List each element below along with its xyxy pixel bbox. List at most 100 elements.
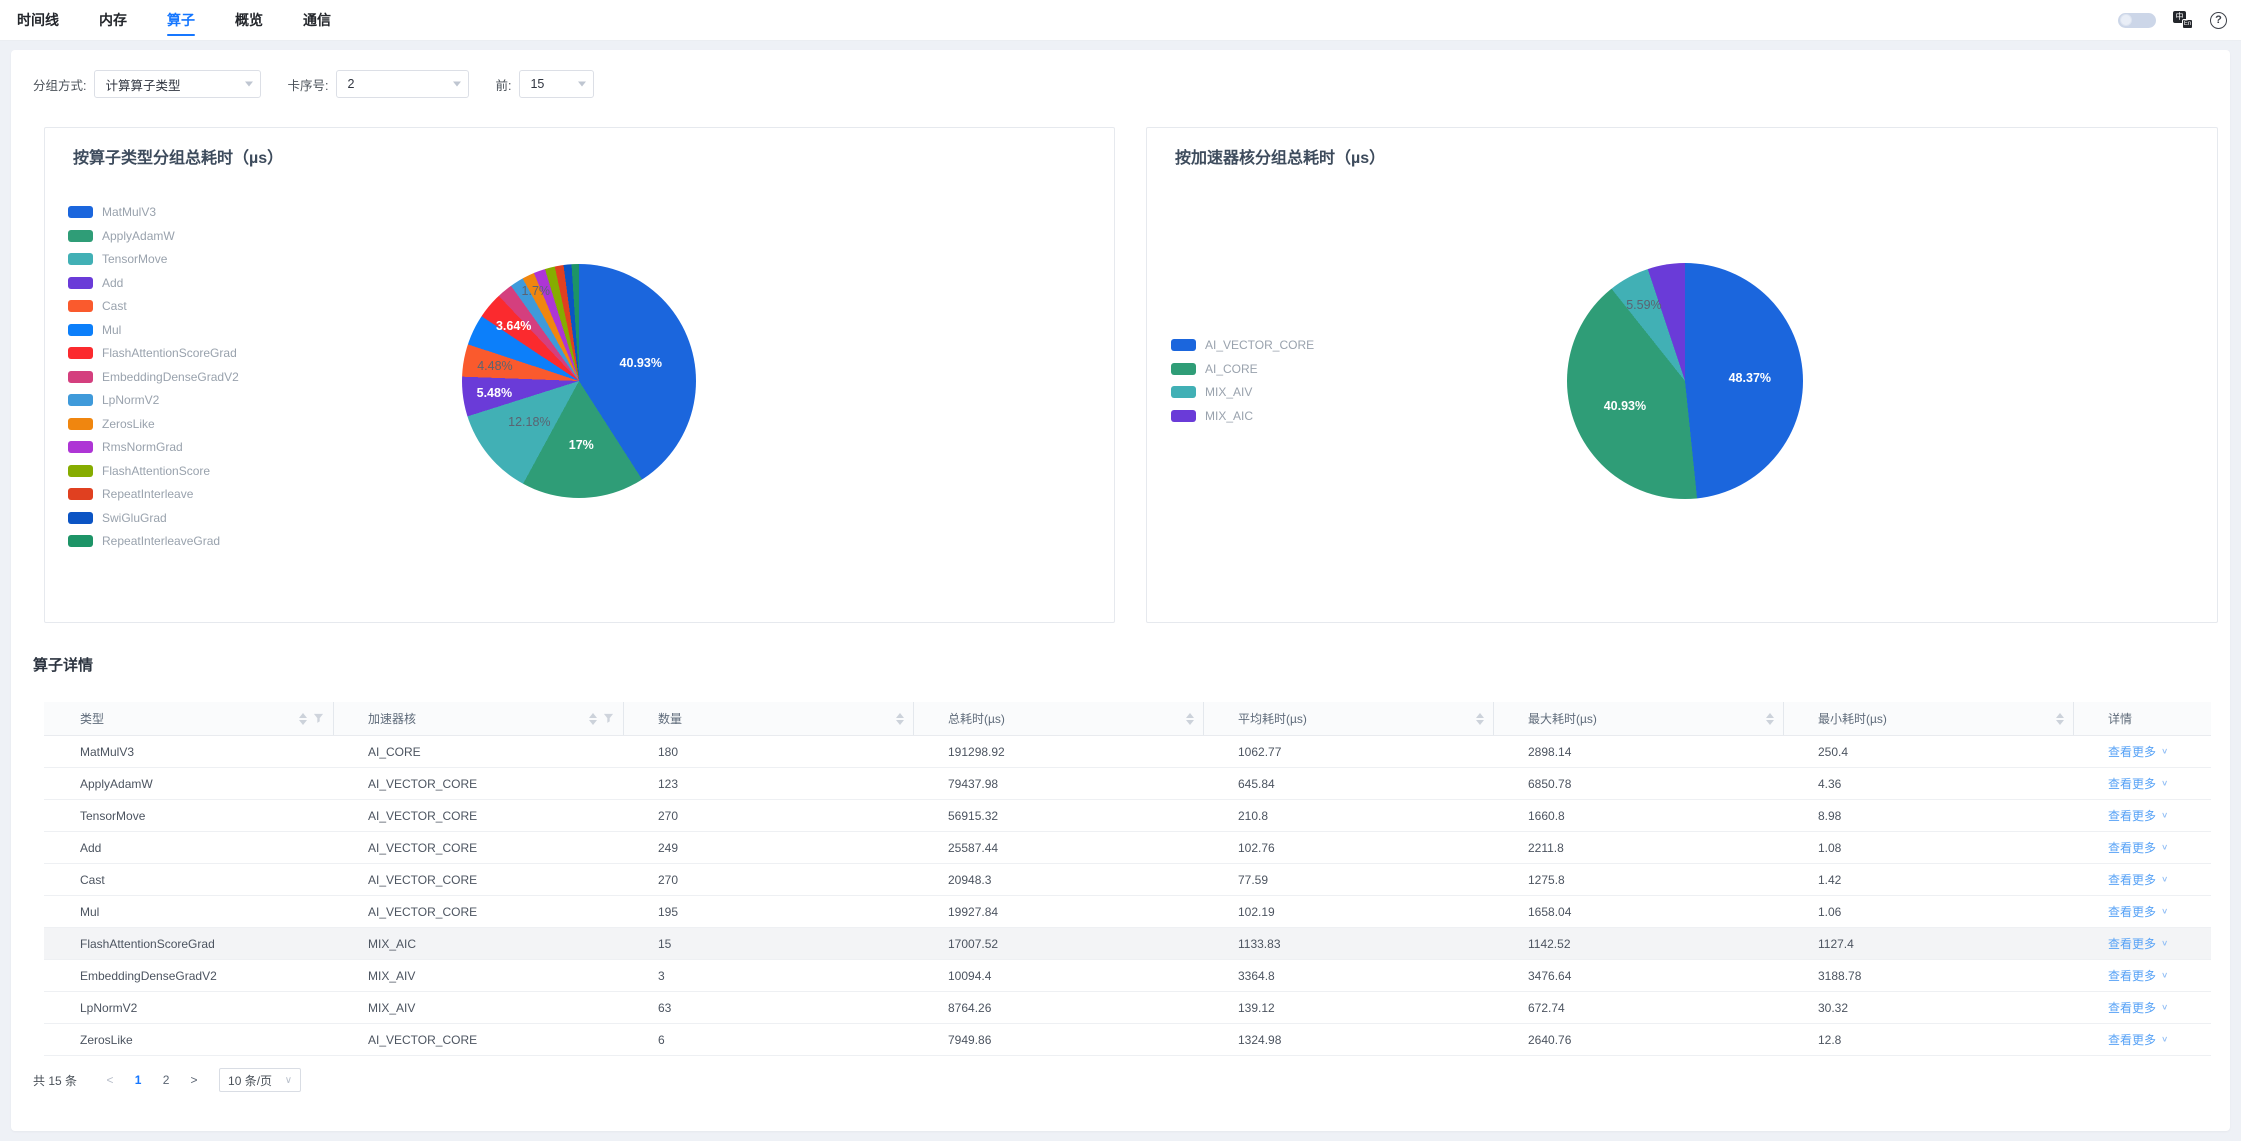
legend-item-AI_VECTOR_CORE[interactable]: AI_VECTOR_CORE (1171, 338, 1315, 352)
table-cell: 2898.14 (1528, 744, 1572, 759)
help-icon[interactable]: ? (2210, 11, 2227, 29)
sort-icon[interactable] (1476, 712, 1484, 725)
table-cell: 79437.98 (948, 776, 999, 791)
sort-icon[interactable] (2056, 712, 2064, 725)
sort-icon[interactable] (589, 712, 597, 725)
pagination-next-icon[interactable]: > (190, 1073, 198, 1087)
legend-label: RmsNormGrad (102, 440, 183, 454)
table-row: ZerosLike AI_VECTOR_CORE 6 7949.86 1324.98 26… (44, 1024, 2211, 1056)
sort-asc-icon (299, 712, 307, 718)
legend-item-RepeatInterleaveGrad[interactable]: RepeatInterleaveGrad (68, 534, 239, 548)
legend-item-Add[interactable]: Add (68, 276, 239, 290)
legend-label: AI_VECTOR_CORE (1205, 338, 1315, 352)
legend-item-TensorMove[interactable]: TensorMove (68, 252, 239, 266)
sort-desc-icon (1476, 719, 1484, 725)
table-cell-detail: 查看更多 ∨ (2074, 768, 2211, 799)
filter-icon[interactable] (603, 713, 614, 724)
theme-toggle[interactable] (2118, 12, 2156, 28)
legend-item-FlashAttentionScore[interactable]: FlashAttentionScore (68, 464, 239, 478)
legend-swatch (68, 464, 93, 477)
table-header-row: 类型 加速器核 数量 总耗时(µs) 平均耗时(µs) 最大耗时(µs) 最小耗时(µs) 详… (44, 702, 2211, 736)
view-more-link[interactable]: 查看更多 ∨ (2108, 873, 2169, 887)
tab-算子[interactable]: 算子 (167, 0, 195, 40)
filter-icon[interactable] (313, 713, 324, 724)
sort-icon[interactable] (299, 712, 307, 725)
view-more-link[interactable]: 查看更多 ∨ (2108, 969, 2169, 983)
view-more-link[interactable]: 查看更多 ∨ (2108, 1033, 2169, 1047)
table-cell: 1658.04 (1528, 904, 1572, 919)
chevron-down-icon: ∨ (2161, 811, 2169, 820)
tab-概览[interactable]: 概览 (235, 12, 263, 28)
legend-item-ZerosLike[interactable]: ZerosLike (68, 417, 239, 431)
view-more-link[interactable]: 查看更多 ∨ (2108, 745, 2169, 759)
table-cell: 30.32 (1818, 1000, 1849, 1015)
table-cell: 1.08 (1818, 840, 1842, 855)
column-header-label: 详情 (2108, 712, 2133, 726)
sort-icon[interactable] (1186, 712, 1194, 725)
pie-slice-label: 40.93% (619, 355, 662, 370)
pagination-page-1[interactable]: 1 (134, 1073, 142, 1087)
tab-时间线[interactable]: 时间线 (17, 12, 59, 28)
table-cell: AI_VECTOR_CORE (368, 904, 478, 919)
tab-内存[interactable]: 内存 (99, 12, 127, 28)
legend-item-MIX_AIC[interactable]: MIX_AIC (1171, 409, 1314, 423)
group-by-value: 计算算子类型 (105, 78, 181, 93)
card-index-select[interactable]: 2 (336, 70, 470, 98)
group-by-select[interactable]: 计算算子类型 (94, 70, 262, 98)
language-switch-icon[interactable]: 中 En (2173, 11, 2193, 29)
legend-item-Cast[interactable]: Cast (68, 299, 239, 313)
legend-item-Mul[interactable]: Mul (68, 323, 239, 337)
table-cell: 180 (658, 744, 679, 759)
table-cell: MIX_AIV (368, 968, 416, 983)
table-cell: 15 (658, 936, 672, 951)
chevron-down-icon: ∨ (2161, 939, 2169, 948)
sort-icon[interactable] (896, 712, 904, 725)
pie-chart[interactable]: 40.93% 17% 12.18% 5.48% 4.48% 3.64% 1.7% (462, 264, 696, 498)
chart-title: 按加速器核分组总耗时（µs） (1175, 150, 1386, 167)
view-more-link[interactable]: 查看更多 ∨ (2108, 809, 2169, 823)
legend-item-RepeatInterleave[interactable]: RepeatInterleave (68, 487, 239, 501)
column-header-平均耗时(µs): 平均耗时(µs) (1204, 702, 1494, 735)
table-cell-detail: 查看更多 ∨ (2074, 736, 2211, 767)
view-more-link[interactable]: 查看更多 ∨ (2108, 905, 2169, 919)
column-header-icons (1476, 712, 1484, 725)
legend-item-ApplyAdamW[interactable]: ApplyAdamW (68, 229, 239, 243)
table-cell-detail: 查看更多 ∨ (2074, 864, 2211, 895)
sort-icon[interactable] (1766, 712, 1774, 725)
view-more-link[interactable]: 查看更多 ∨ (2108, 1001, 2169, 1015)
table-cell: 3 (658, 968, 665, 983)
legend-swatch (68, 441, 93, 453)
legend-item-SwiGluGrad[interactable]: SwiGluGrad (68, 511, 239, 525)
view-more-link[interactable]: 查看更多 ∨ (2108, 937, 2169, 951)
table-cell: 77.59 (1238, 872, 1269, 887)
view-more-link[interactable]: 查看更多 ∨ (2108, 841, 2169, 855)
legend-swatch (68, 417, 93, 430)
legend-item-FlashAttentionScoreGrad[interactable]: FlashAttentionScoreGrad (68, 346, 239, 360)
table-cell: 8764.26 (948, 1000, 992, 1015)
table-cell: TensorMove (80, 808, 146, 823)
pagination-page-2[interactable]: 2 (162, 1073, 170, 1087)
legend-item-MIX_AIV[interactable]: MIX_AIV (1171, 385, 1314, 399)
main-content-card: 分组方式: 计算算子类型 卡序号: 2 前: 15 按算子类型分组总耗时（µs）… (11, 50, 2230, 1131)
legend-item-EmbeddingDenseGradV2[interactable]: EmbeddingDenseGradV2 (68, 370, 239, 384)
legend-label: FlashAttentionScoreGrad (102, 346, 237, 360)
page-size-select[interactable]: 10 条/页 ∨ (219, 1068, 302, 1092)
pie-slice-label: 4.48% (477, 358, 513, 373)
view-more-link[interactable]: 查看更多 ∨ (2108, 777, 2169, 791)
tab-list: 时间线 内存 算子 概览 通信 (0, 0, 371, 40)
legend-item-MatMulV3[interactable]: MatMulV3 (68, 205, 239, 219)
legend-item-AI_CORE[interactable]: AI_CORE (1171, 362, 1314, 376)
pagination-prev-icon[interactable]: < (106, 1073, 114, 1087)
table-cell: 6850.78 (1528, 776, 1572, 791)
legend-item-RmsNormGrad[interactable]: RmsNormGrad (68, 440, 239, 454)
legend-swatch (68, 229, 93, 242)
sort-desc-icon (1186, 719, 1194, 725)
legend-item-LpNormV2[interactable]: LpNormV2 (68, 393, 239, 407)
table-cell: 102.19 (1238, 904, 1275, 919)
pie-chart[interactable]: 48.37% 40.93% 5.59% (1567, 263, 1803, 499)
tab-通信[interactable]: 通信 (303, 12, 331, 28)
table-cell: AI_VECTOR_CORE (368, 776, 478, 791)
top-n-select[interactable]: 15 (519, 70, 595, 98)
legend-swatch (68, 347, 93, 359)
table-cell: 7949.86 (948, 1032, 992, 1047)
